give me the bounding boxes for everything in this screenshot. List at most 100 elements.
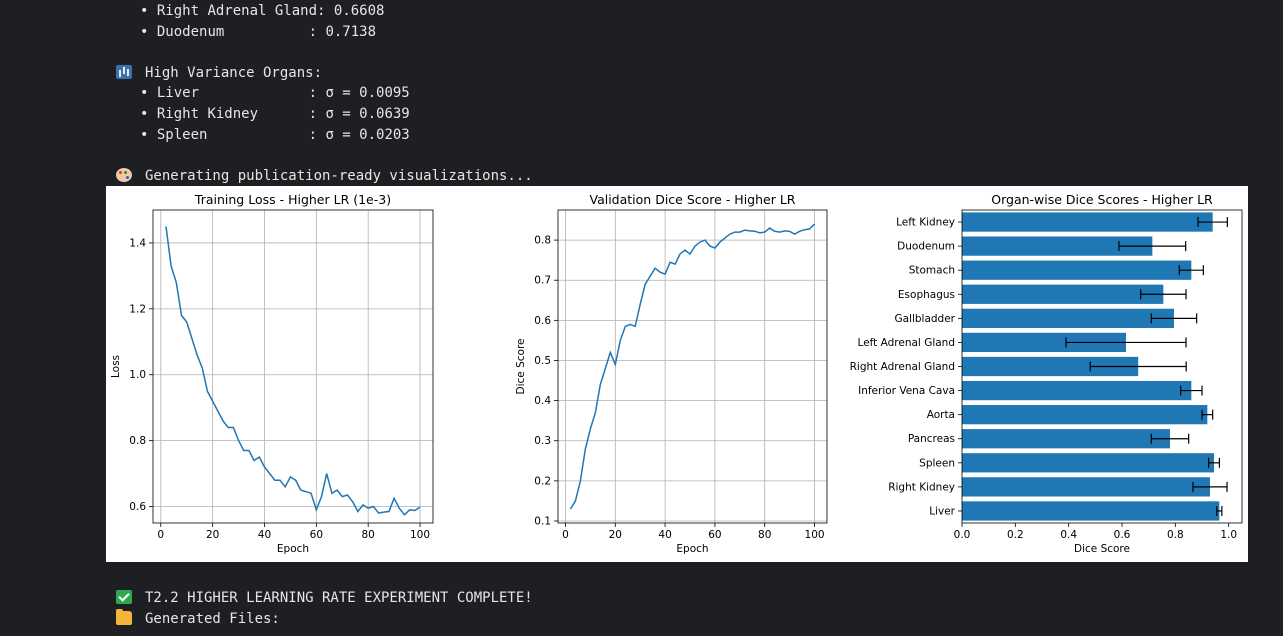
category-label: Duodenum: [897, 241, 955, 253]
figure-output: 0 20 40 60 80 100 0.6 0.8 1.0 1.2 1.4 Loss Training …: [106, 186, 1248, 562]
plot-frame: [557, 209, 828, 524]
organ-value: : 0.7138: [308, 24, 377, 40]
console-line-complete: T2.2 HIGHER LEARNING RATE EXPERIMENT COM…: [116, 588, 533, 608]
series-line: [165, 226, 421, 516]
organ-value: : 0.6608: [317, 3, 385, 19]
generating-text: Generating publication-ready visualizati…: [145, 168, 533, 184]
category-label: Stomach: [909, 265, 955, 277]
bullet: •: [140, 106, 149, 122]
category-label: Liver: [929, 505, 955, 517]
organ-label: Liver: [156, 85, 309, 101]
bullet: •: [140, 127, 149, 143]
bar-chart-icon: [116, 65, 132, 79]
plot-frame: [961, 209, 1243, 524]
x-tick-label: 100: [805, 529, 825, 541]
y-tick-label: 0.8: [129, 435, 146, 447]
x-tick-label: 40: [658, 529, 671, 541]
console-line-duodenum: • Duodenum : 0.7138: [140, 22, 376, 42]
x-tick-label: 40: [258, 529, 271, 541]
x-tick-label: 60: [708, 529, 721, 541]
x-tick-label: 0.2: [1007, 529, 1024, 541]
bar: [962, 236, 1153, 256]
x-tick-label: 0.4: [1060, 529, 1077, 541]
bar: [962, 260, 1192, 280]
bullet: •: [140, 85, 149, 101]
y-tick-label: 1.4: [129, 237, 146, 249]
organ-value: : σ = 0.0203: [308, 127, 410, 143]
category-label: Right Kidney: [888, 481, 955, 493]
x-tick-label: 20: [609, 529, 622, 541]
files-text: Generated Files:: [145, 611, 280, 627]
x-tick-label: 80: [361, 529, 374, 541]
console-line-right-kidney: • Right Kidney : σ = 0.0639: [140, 104, 410, 124]
variance-header-text: High Variance Organs:: [145, 65, 323, 81]
chart-title: Organ-wise Dice Scores - Higher LR: [991, 192, 1213, 207]
y-axis-label: Dice Score: [515, 339, 527, 395]
category-label: Gallbladder: [894, 313, 955, 325]
category-label: Aorta: [927, 409, 955, 421]
x-axis-label: Dice Score: [1074, 543, 1130, 555]
bar: [962, 212, 1213, 232]
bullet: •: [140, 3, 149, 19]
x-tick-label: 0.6: [1114, 529, 1131, 541]
bar: [962, 356, 1139, 377]
organ-label: Right Kidney: [156, 106, 309, 122]
x-axis-label: Epoch: [277, 543, 309, 555]
plot-frame: [152, 209, 434, 524]
y-tick-label: 0.4: [534, 395, 551, 407]
y-tick-label: 0.8: [534, 235, 551, 247]
category-label: Right Adrenal Gland: [850, 361, 955, 373]
check-mark-icon: [116, 590, 132, 604]
organ-value: : σ = 0.0639: [308, 106, 410, 122]
organ-label: Right Adrenal Gland: [156, 3, 318, 19]
organ-label: Duodenum: [156, 24, 309, 40]
x-tick-label: 80: [758, 529, 771, 541]
console-line-spleen: • Spleen : σ = 0.0203: [140, 125, 410, 145]
bar: [962, 380, 1192, 401]
category-label: Left Adrenal Gland: [858, 337, 955, 349]
bar: [962, 453, 1214, 473]
console-line-generating: Generating publication-ready visualizati…: [116, 166, 533, 186]
y-tick-label: 0.2: [534, 475, 551, 487]
y-tick-label: 0.3: [534, 435, 551, 447]
console-line-right-adrenal: • Right Adrenal Gland: 0.6608: [140, 1, 384, 21]
bar: [962, 429, 1170, 449]
bullet: •: [140, 24, 149, 40]
category-label: Spleen: [919, 457, 955, 469]
y-tick-label: 0.7: [534, 275, 551, 287]
figure-canvas: 0 20 40 60 80 100 0.6 0.8 1.0 1.2 1.4 Loss Training …: [110, 192, 1243, 555]
bar: [962, 405, 1208, 425]
bar: [962, 308, 1174, 328]
bar: [962, 284, 1164, 304]
console-line-variance-header: High Variance Organs:: [116, 63, 322, 83]
chart-title: Validation Dice Score - Higher LR: [590, 192, 796, 207]
y-tick-label: 1.0: [129, 369, 146, 381]
category-label: Esophagus: [898, 289, 955, 301]
palette-icon: [116, 168, 132, 182]
x-tick-label: 1.0: [1220, 529, 1237, 541]
x-tick-label: 0: [562, 529, 569, 541]
category-label: Left Kidney: [896, 217, 955, 229]
x-tick-label: 0.0: [954, 529, 971, 541]
x-tick-label: 0: [157, 529, 164, 541]
y-tick-label: 0.6: [129, 501, 146, 513]
y-tick-label: 0.5: [534, 355, 551, 367]
x-tick-label: 60: [310, 529, 323, 541]
category-label: Pancreas: [908, 433, 955, 445]
x-tick-label: 20: [206, 529, 219, 541]
folder-icon: [116, 609, 132, 625]
organ-label: Spleen: [156, 127, 309, 143]
category-label: Inferior Vena Cava: [858, 385, 955, 397]
x-tick-label: 0.8: [1167, 529, 1184, 541]
x-tick-label: 100: [410, 529, 430, 541]
bar: [962, 501, 1220, 521]
y-axis-label: Loss: [110, 355, 122, 378]
series-line: [569, 223, 816, 510]
x-axis-label: Epoch: [676, 543, 708, 555]
y-tick-label: 0.1: [534, 515, 551, 527]
bar: [962, 332, 1126, 353]
console-line-liver: • Liver : σ = 0.0095: [140, 83, 410, 103]
organ-value: : σ = 0.0095: [308, 85, 410, 101]
complete-text: T2.2 HIGHER LEARNING RATE EXPERIMENT COM…: [145, 590, 533, 606]
chart-title: Training Loss - Higher LR (1e-3): [194, 192, 391, 207]
